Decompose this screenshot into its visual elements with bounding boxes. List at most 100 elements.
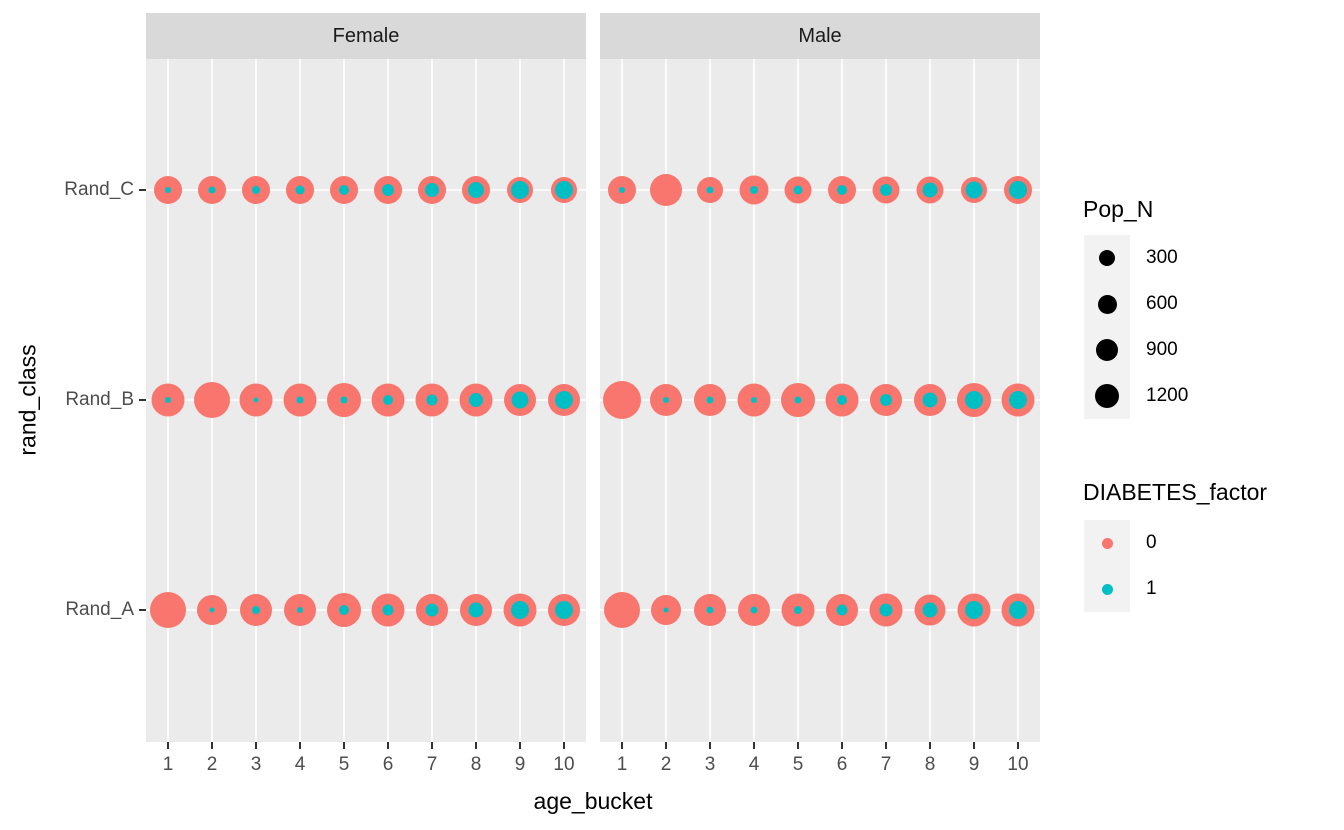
bubble-diabetes-1 xyxy=(297,607,303,613)
bubble-diabetes-1 xyxy=(880,184,892,196)
y-tick-mark xyxy=(139,189,146,191)
x-tick-label: 5 xyxy=(792,754,804,775)
bubble-diabetes-1 xyxy=(965,391,983,409)
bubble-diabetes-0 xyxy=(150,592,186,628)
bubble-diabetes-1 xyxy=(837,395,847,405)
x-tick-label: 6 xyxy=(382,754,394,775)
bubble-diabetes-1 xyxy=(965,181,983,199)
bubble-diabetes-1 xyxy=(750,186,758,194)
x-tick-mark xyxy=(167,742,169,749)
bubble-diabetes-1 xyxy=(794,606,802,614)
y-tick-label: Rand_C xyxy=(64,179,134,200)
x-tick-mark xyxy=(841,742,843,749)
bubble-diabetes-1 xyxy=(555,601,573,619)
bubble-diabetes-1 xyxy=(208,186,216,194)
color-legend-key xyxy=(1084,566,1130,612)
size-legend-key xyxy=(1084,327,1130,373)
bubble-diabetes-1 xyxy=(511,391,529,409)
bubble-diabetes-1 xyxy=(750,606,758,614)
color-legend-label: 1 xyxy=(1146,578,1157,599)
x-tick-label: 1 xyxy=(616,754,628,775)
bubble-diabetes-1 xyxy=(382,604,394,616)
bubble-diabetes-1 xyxy=(511,181,529,199)
size-legend-circle xyxy=(1099,250,1115,266)
bubble-diabetes-1 xyxy=(425,603,439,617)
x-tick-mark xyxy=(211,742,213,749)
bubble-diabetes-1 xyxy=(209,607,215,613)
bubble-diabetes-1 xyxy=(880,394,892,406)
bubble-diabetes-1 xyxy=(706,396,714,404)
color-legend-label: 0 xyxy=(1146,532,1157,553)
x-tick-mark xyxy=(665,742,667,749)
x-tick-mark xyxy=(1017,742,1019,749)
x-tick-mark xyxy=(885,742,887,749)
bubble-diabetes-1 xyxy=(253,397,259,403)
plot-panel-male xyxy=(600,59,1040,742)
bubble-diabetes-1 xyxy=(922,182,938,198)
bubble-diabetes-1 xyxy=(468,182,484,198)
bubble-diabetes-1 xyxy=(751,397,757,403)
bubble-diabetes-1 xyxy=(793,185,803,195)
bubble-diabetes-1 xyxy=(555,181,573,199)
x-tick-label: 2 xyxy=(206,754,218,775)
x-tick-label: 10 xyxy=(1007,754,1029,775)
x-tick-mark xyxy=(343,742,345,749)
bubble-diabetes-1 xyxy=(295,185,305,195)
size-legend-key xyxy=(1084,235,1130,281)
x-tick-mark xyxy=(563,742,565,749)
bubble-diabetes-1 xyxy=(663,397,669,403)
color-legend-key xyxy=(1084,520,1130,566)
bubble-diabetes-1 xyxy=(965,601,983,619)
size-legend-circle xyxy=(1097,294,1117,314)
bubble-diabetes-1 xyxy=(837,185,847,195)
color-legend-title: DIABETES_factor xyxy=(1083,479,1268,505)
bubble-diabetes-1 xyxy=(663,607,669,613)
bubble-diabetes-1 xyxy=(706,186,714,194)
bubble-diabetes-1 xyxy=(1009,391,1027,409)
bubble-diabetes-1 xyxy=(879,603,893,617)
y-tick-label: Rand_B xyxy=(65,389,134,410)
x-tick-label: 8 xyxy=(470,754,482,775)
bubble-diabetes-0 xyxy=(194,382,230,418)
bubble-diabetes-1 xyxy=(619,187,625,193)
x-tick-label: 7 xyxy=(426,754,438,775)
x-tick-mark xyxy=(475,742,477,749)
bubble-diabetes-1 xyxy=(382,184,394,196)
size-legend-title: Pop_N xyxy=(1083,196,1154,222)
size-legend-label: 300 xyxy=(1146,247,1178,268)
x-tick-mark xyxy=(621,742,623,749)
color-legend-dot xyxy=(1101,537,1113,549)
x-tick-mark xyxy=(753,742,755,749)
x-tick-mark xyxy=(797,742,799,749)
bubble-diabetes-0 xyxy=(650,174,682,206)
bubble-diabetes-1 xyxy=(794,396,802,404)
bubble-diabetes-1 xyxy=(425,183,439,197)
plot-panel-female xyxy=(146,59,586,742)
x-tick-label: 2 xyxy=(660,754,672,775)
x-tick-mark xyxy=(387,742,389,749)
facet-strip-label: Male xyxy=(798,24,842,47)
bubble-diabetes-1 xyxy=(706,606,714,614)
x-tick-mark xyxy=(973,742,975,749)
bubble-diabetes-1 xyxy=(426,394,438,406)
y-tick-mark xyxy=(139,609,146,611)
facet-strip-label: Female xyxy=(332,24,400,47)
bubble-diabetes-1 xyxy=(165,187,171,193)
bubble-diabetes-1 xyxy=(468,602,484,618)
x-tick-mark xyxy=(255,742,257,749)
size-legend-circle xyxy=(1096,339,1118,361)
bubble-diabetes-1 xyxy=(922,392,938,408)
x-axis-title: age_bucket xyxy=(533,788,653,814)
size-legend-circle xyxy=(1095,384,1119,408)
color-legend-dot xyxy=(1101,583,1113,595)
x-tick-label: 4 xyxy=(294,754,306,775)
x-tick-label: 5 xyxy=(338,754,350,775)
size-legend-label: 900 xyxy=(1146,339,1178,360)
bubble-diabetes-0 xyxy=(603,381,641,419)
x-tick-label: 4 xyxy=(748,754,760,775)
bubble-diabetes-1 xyxy=(555,391,573,409)
bubble-diabetes-1 xyxy=(383,395,393,405)
bubble-diabetes-1 xyxy=(1009,181,1027,199)
bubble-diabetes-1 xyxy=(252,606,260,614)
